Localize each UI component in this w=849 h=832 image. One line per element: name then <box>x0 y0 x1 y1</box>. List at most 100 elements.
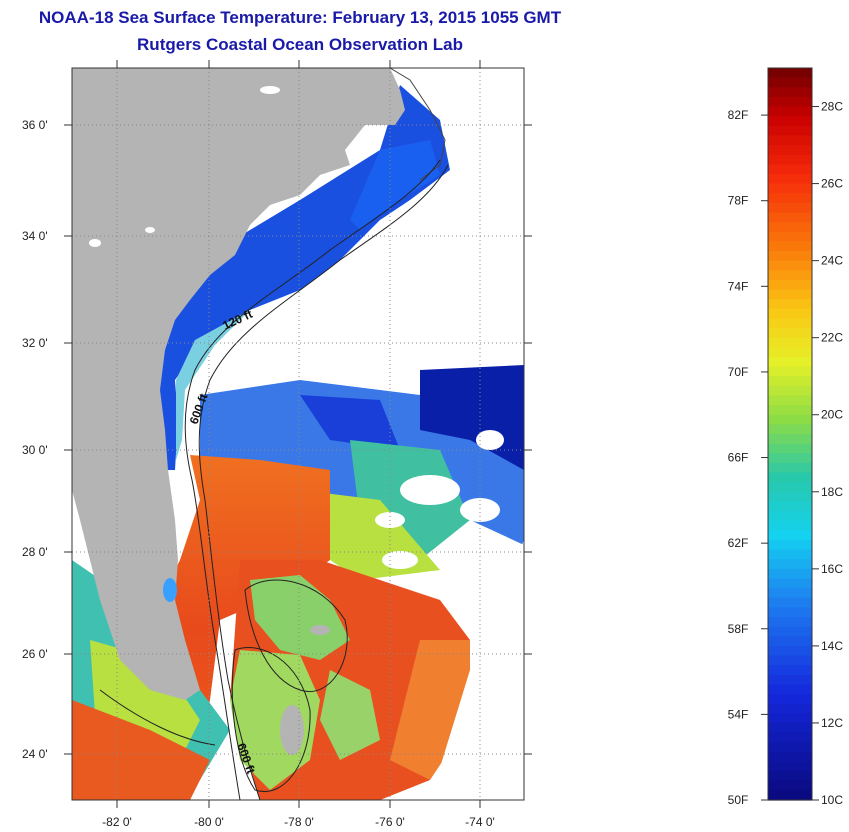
colorbar-band <box>768 424 812 435</box>
bahamas-banks <box>250 575 350 660</box>
map-area: 120 ft 600 ft 600 ft <box>72 68 524 800</box>
colorbar-band <box>768 279 812 291</box>
colorbar-f-label: 54F <box>728 707 749 721</box>
colorbar-band <box>768 684 812 695</box>
colorbar-band <box>768 722 812 734</box>
colorbar-band <box>768 260 812 271</box>
colorbar-frame <box>767 67 813 801</box>
map-title: NOAA-18 Sea Surface Temperature: Februar… <box>38 8 562 27</box>
colorbar-c-label: 12C <box>821 716 843 730</box>
colorbar-c-label: 14C <box>821 639 843 653</box>
colorbar-band <box>768 694 812 705</box>
colorbar-band <box>768 68 812 79</box>
colorbar-band <box>768 607 812 618</box>
colorbar-band <box>768 414 812 425</box>
colorbar-band <box>768 328 812 339</box>
colorbar-band <box>768 530 812 541</box>
colorbar-band <box>768 491 812 503</box>
colorbar-band <box>768 87 812 98</box>
colorbar-band <box>768 780 812 791</box>
colorbar-band <box>768 145 812 156</box>
colorbar-f-label: 74F <box>728 279 749 293</box>
colorbar-band <box>768 539 812 551</box>
lon-label: -76 0' <box>375 815 405 829</box>
lat-label: 32 0' <box>22 336 48 350</box>
axis-ticks <box>64 60 532 808</box>
lat-label: 30 0' <box>22 443 48 457</box>
colorbar-c-label: 26C <box>821 177 843 191</box>
colorbar-band <box>768 626 812 637</box>
colorbar-band <box>768 366 812 377</box>
colorbar-band <box>768 568 812 580</box>
colorbar-band <box>768 337 812 348</box>
colorbar-bands <box>768 68 812 801</box>
lon-label: -82 0' <box>102 815 132 829</box>
colorbar-band <box>768 732 812 743</box>
colorbar-band <box>768 96 812 108</box>
colorbar-band <box>768 472 812 483</box>
colorbar-band <box>768 318 812 329</box>
colorbar-band <box>768 636 812 647</box>
colorbar-band <box>768 395 812 406</box>
colorbar-band <box>768 125 812 137</box>
colorbar-f-label: 70F <box>728 365 749 379</box>
colorbar-band <box>768 183 812 194</box>
colorbar-band <box>768 154 812 165</box>
colorbar-band <box>768 578 812 589</box>
colorbar-band <box>768 501 812 512</box>
colorbar-band <box>768 597 812 608</box>
lon-label: -74 0' <box>465 815 495 829</box>
colorbar-band <box>768 347 812 358</box>
contour-120ft <box>184 159 441 800</box>
colorbar-band <box>768 376 812 387</box>
colorbar-band <box>768 453 812 464</box>
colorbar-band <box>768 289 812 300</box>
colorbar-band <box>768 116 812 127</box>
colorbar-f-label: 50F <box>728 793 749 807</box>
colorbar-band <box>768 212 812 223</box>
colorbar-band <box>768 482 812 493</box>
colorbar-band <box>768 405 812 416</box>
colorbar-c-label: 28C <box>821 100 843 114</box>
colorbar-band <box>768 270 812 281</box>
colorbar-band <box>768 751 812 763</box>
colorbar-band <box>768 135 812 146</box>
colorbar-band <box>768 462 812 474</box>
colorbar-band <box>768 77 812 88</box>
colorbar-band <box>768 761 812 772</box>
colorbar-band <box>768 617 812 628</box>
colorbar-band <box>768 164 812 175</box>
colorbar-band <box>768 665 812 676</box>
colorbar-f-label: 58F <box>728 622 749 636</box>
colorbar-band <box>768 202 812 214</box>
colorbar-c-label: 22C <box>821 331 843 345</box>
lat-label: 34 0' <box>22 229 48 243</box>
colorbar-band <box>768 645 812 657</box>
colorbar-c-label: 24C <box>821 254 843 268</box>
colorbar-f-label: 78F <box>728 194 749 208</box>
colorbar-band <box>768 771 812 782</box>
colorbar-c-label: 10C <box>821 793 843 807</box>
colorbar-band <box>768 385 812 397</box>
colorbar-c-label: 16C <box>821 562 843 576</box>
colorbar-f-label: 66F <box>728 451 749 465</box>
colorbar-band <box>768 251 812 262</box>
colorbar-band <box>768 193 812 204</box>
map-frame <box>71 67 525 801</box>
colorbar-c-label: 18C <box>821 485 843 499</box>
colorbar-band <box>768 231 812 242</box>
colorbar-band <box>768 520 812 531</box>
lat-label: 24 0' <box>22 747 48 761</box>
lon-label: -78 0' <box>284 815 314 829</box>
colorbar-ticks <box>761 106 819 801</box>
colorbar-band <box>768 588 812 599</box>
colorbar-c-label: 20C <box>821 408 843 422</box>
colorbar-band <box>768 790 812 801</box>
colorbar-band <box>768 106 812 117</box>
colorbar-band <box>768 713 812 724</box>
colorbar-band <box>768 308 812 320</box>
colorbar-band <box>768 742 812 753</box>
grid-lines <box>72 68 524 800</box>
